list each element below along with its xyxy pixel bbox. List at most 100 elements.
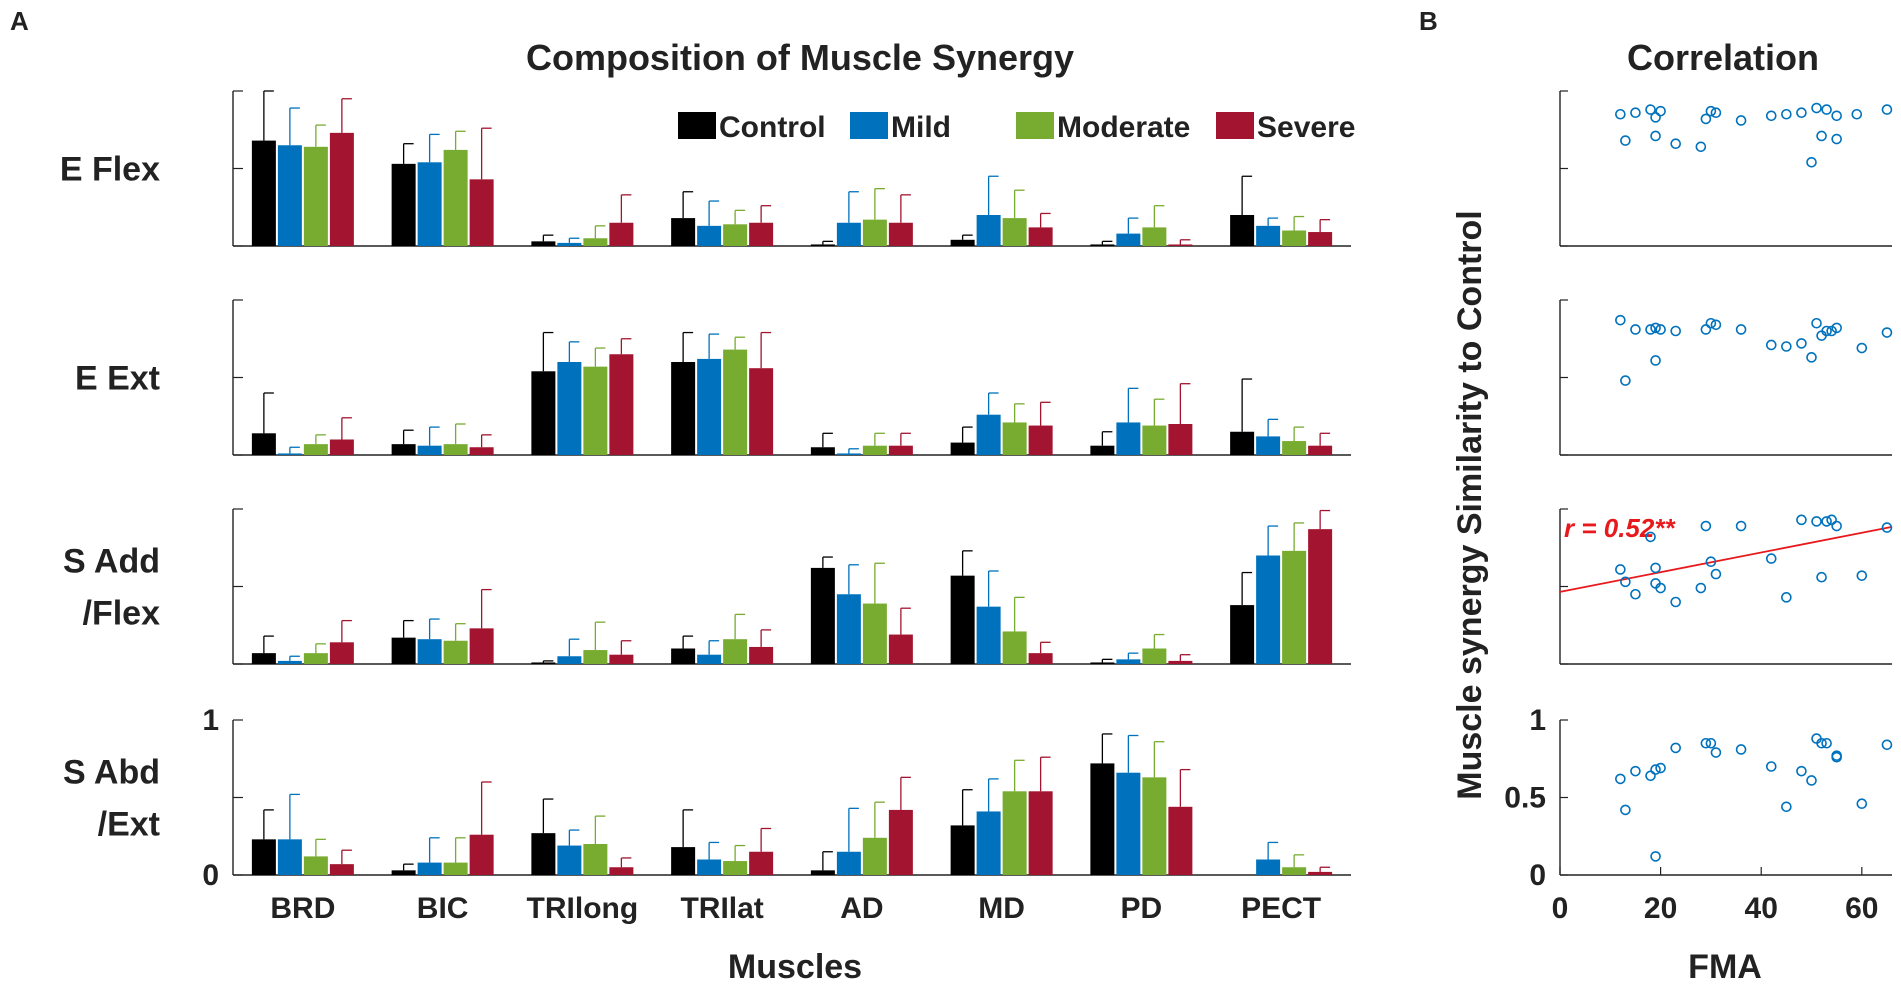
scatter-chart: r = 0.52** 0 0.5 1 0 20 40 60 bbox=[1504, 90, 1893, 925]
panel-a-letter: A bbox=[10, 6, 29, 36]
bar-subplot-3: S Add/Flex bbox=[63, 508, 1351, 665]
bar-mild bbox=[697, 859, 722, 875]
scatter-point bbox=[1700, 113, 1712, 125]
scatter-point bbox=[1851, 108, 1863, 120]
scatter-point bbox=[1670, 325, 1681, 337]
bar-mild bbox=[557, 656, 582, 664]
bar-moderate bbox=[1282, 550, 1307, 664]
scatter-point bbox=[1710, 747, 1722, 758]
bar-moderate bbox=[1282, 867, 1307, 875]
bar-mild bbox=[697, 654, 722, 664]
bar-severe bbox=[1028, 653, 1053, 664]
scatter-point bbox=[1816, 737, 1827, 749]
bar-mild bbox=[836, 222, 861, 246]
bar-moderate bbox=[303, 444, 328, 455]
scatter-point bbox=[1765, 553, 1777, 564]
bar-mild bbox=[277, 145, 302, 246]
bar-moderate bbox=[723, 224, 748, 246]
bar-severe bbox=[469, 447, 494, 455]
bar-moderate bbox=[1002, 422, 1027, 455]
legend-swatch-mild bbox=[850, 112, 888, 139]
bar-moderate bbox=[303, 856, 328, 875]
bar-moderate bbox=[1142, 648, 1167, 664]
bar-severe bbox=[749, 222, 774, 246]
bar-severe bbox=[469, 834, 494, 875]
bar-mild bbox=[557, 845, 582, 875]
bar-mild bbox=[976, 215, 1001, 246]
bar-moderate bbox=[723, 639, 748, 664]
scatter-point bbox=[1806, 352, 1817, 363]
bar-mild bbox=[976, 414, 1001, 455]
bar-mild bbox=[1116, 772, 1141, 875]
scatter-chart-title: Correlation bbox=[1627, 37, 1819, 78]
bar-mild bbox=[417, 162, 442, 246]
x-tick-label: 0 bbox=[1552, 892, 1569, 925]
row-label: /Ext bbox=[98, 806, 160, 844]
bar-control bbox=[391, 163, 416, 246]
bar-moderate bbox=[303, 146, 328, 246]
scatter-point bbox=[1645, 324, 1656, 335]
scatter-point bbox=[1655, 582, 1666, 594]
bar-control bbox=[950, 825, 975, 875]
x-tick-label: 20 bbox=[1644, 892, 1677, 925]
x-tick-label: TRIlong bbox=[527, 892, 639, 925]
legend-label-control: Control bbox=[719, 111, 826, 144]
bar-severe bbox=[329, 864, 354, 875]
bar-control bbox=[531, 662, 556, 664]
bar-control bbox=[950, 442, 975, 455]
bar-control bbox=[1090, 445, 1115, 455]
bar-mild bbox=[1256, 225, 1281, 246]
bar-severe bbox=[888, 809, 913, 875]
bar-mild bbox=[976, 811, 1001, 875]
row-label: S Abd bbox=[63, 754, 160, 792]
scatter-point bbox=[1831, 110, 1842, 122]
scatter-point bbox=[1806, 157, 1817, 168]
bar-moderate bbox=[1282, 441, 1307, 455]
scatter-point bbox=[1796, 514, 1807, 526]
scatter-point bbox=[1796, 338, 1807, 349]
scatter-point bbox=[1826, 514, 1837, 526]
row-label: S Add bbox=[63, 543, 160, 581]
scatter-point bbox=[1650, 130, 1661, 142]
x-tick-label: TRIlat bbox=[680, 892, 763, 925]
scatter-point bbox=[1735, 115, 1747, 126]
scatter-point bbox=[1615, 314, 1626, 326]
bar-mild bbox=[417, 862, 442, 875]
bar-mild bbox=[1116, 422, 1141, 455]
x-tick-label: BIC bbox=[417, 892, 469, 925]
bar-mild bbox=[557, 242, 582, 246]
bar-moderate bbox=[583, 366, 608, 455]
bar-control bbox=[671, 648, 696, 664]
scatter-point bbox=[1821, 516, 1832, 527]
row-label: /Flex bbox=[83, 595, 161, 633]
bar-severe bbox=[1028, 227, 1053, 246]
scatter-point bbox=[1881, 522, 1893, 533]
bar-control bbox=[531, 833, 556, 875]
bar-control bbox=[531, 241, 556, 246]
scatter-y-axis-title: Muscle synergy Similarity to Control bbox=[1451, 210, 1489, 799]
bar-moderate bbox=[723, 861, 748, 875]
scatter-subplot-4: 0 0.5 1 0 20 40 60 bbox=[1504, 704, 1893, 925]
scatter-subplot-3: r = 0.52** bbox=[1559, 508, 1893, 665]
legend-swatch-moderate bbox=[1016, 112, 1054, 139]
scatter-point bbox=[1765, 339, 1777, 351]
bar-mild bbox=[697, 358, 722, 455]
scatter-point bbox=[1645, 531, 1656, 543]
bar-moderate bbox=[1142, 777, 1167, 875]
bar-moderate bbox=[862, 837, 887, 875]
chart-legend: Control Mild Moderate Severe bbox=[678, 111, 1355, 144]
regression-line bbox=[1559, 525, 1893, 593]
bar-mild bbox=[1116, 659, 1141, 664]
bar-control bbox=[671, 218, 696, 246]
scatter-point bbox=[1650, 562, 1661, 574]
scatter-point bbox=[1735, 520, 1747, 532]
scatter-point bbox=[1630, 588, 1641, 600]
correlation-annotation: r = 0.52** bbox=[1564, 513, 1676, 543]
bar-mild bbox=[277, 660, 302, 664]
scatter-point bbox=[1811, 317, 1822, 329]
scatter-point bbox=[1670, 138, 1681, 149]
bar-mild bbox=[697, 225, 722, 246]
bar-mild bbox=[417, 445, 442, 455]
scatter-point bbox=[1816, 130, 1827, 142]
scatter-point bbox=[1806, 775, 1817, 786]
